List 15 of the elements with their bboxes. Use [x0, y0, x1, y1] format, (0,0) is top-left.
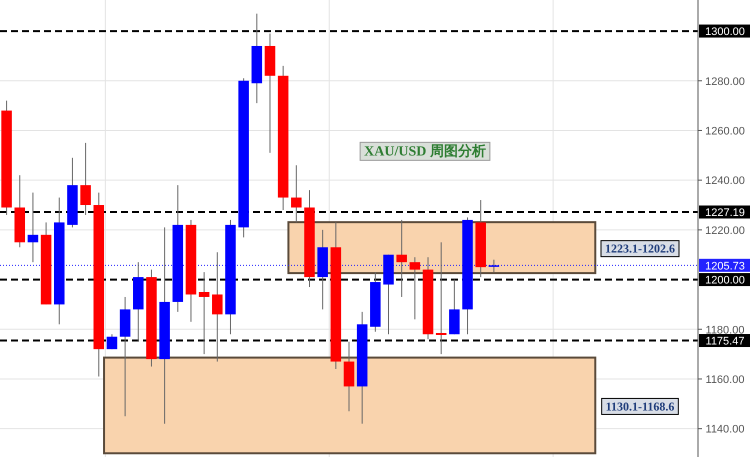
y-tick-label: 1180.00 [706, 324, 744, 336]
text: XAU/USD 周图分析 [364, 143, 486, 160]
y-tick-label: 1280.00 [705, 76, 745, 88]
y-tick-label: 1240.00 [705, 175, 745, 188]
y-tick-label: 1160.00 [706, 374, 744, 386]
ref-line-label: 1200.00 [705, 274, 745, 287]
y-tick-label: 1260.00 [705, 125, 745, 138]
ref-line-label: 1300.00 [705, 26, 745, 38]
ref-line-label: 1227.19 [705, 207, 745, 219]
band-label: 1223.1-1202.6 [605, 242, 675, 256]
y-tick-label: 1140.00 [706, 424, 744, 436]
y-tick-label: 1220.00 [705, 224, 745, 237]
ref-line-label: 1175.47 [706, 336, 744, 348]
ref-line-label: 1205.73 [705, 260, 745, 272]
band-label: 1130.1-1168.6 [606, 399, 674, 414]
